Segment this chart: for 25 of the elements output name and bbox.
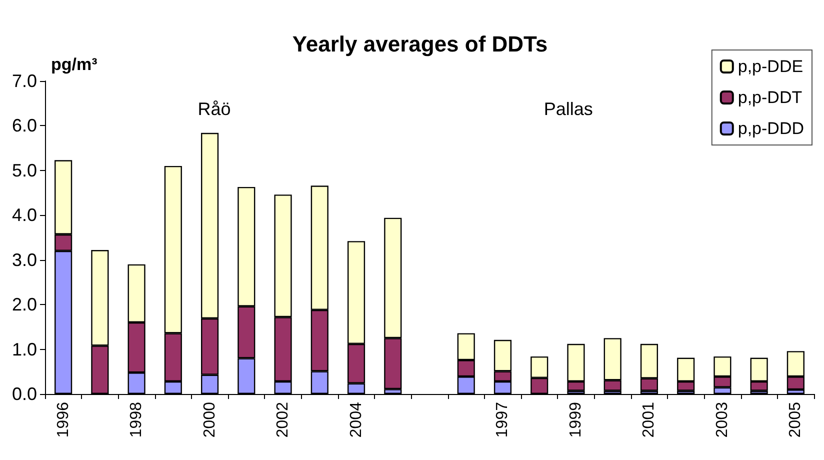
legend-label: p,p-DDE: [738, 57, 804, 76]
y-tick-label: 0.0: [12, 384, 37, 404]
x-tick-label: 1998: [128, 402, 146, 438]
y-axis-title: pg/m³: [51, 55, 98, 74]
y-tick-label: 7.0: [12, 71, 37, 91]
x-tick-label: 1996: [54, 402, 72, 438]
x-tick-label: 1997: [494, 402, 512, 438]
chart-title: Yearly averages of DDTs: [292, 32, 548, 56]
x-tick-label: 1999: [567, 402, 584, 438]
x-tick-label: 2002: [274, 402, 292, 438]
x-tick-label: 2001: [640, 402, 658, 438]
legend-label: p,p-DDT: [738, 88, 802, 107]
legend-label: p,p-DDD: [738, 119, 804, 138]
annotation: Råö: [198, 99, 231, 119]
annotation: Pallas: [544, 99, 593, 119]
x-tick-label: 2005: [787, 402, 804, 438]
y-tick-label: 2.0: [12, 294, 37, 315]
y-tick-label: 5.0: [12, 160, 37, 180]
x-tick-label: 2000: [201, 402, 218, 438]
y-tick-label: 4.0: [12, 205, 37, 226]
y-tick-label: 6.0: [12, 116, 37, 136]
x-tick-label: 2003: [714, 402, 731, 438]
x-tick-label: 2004: [348, 402, 365, 438]
y-tick-label: 1.0: [12, 339, 37, 360]
y-tick-label: 3.0: [12, 250, 37, 270]
